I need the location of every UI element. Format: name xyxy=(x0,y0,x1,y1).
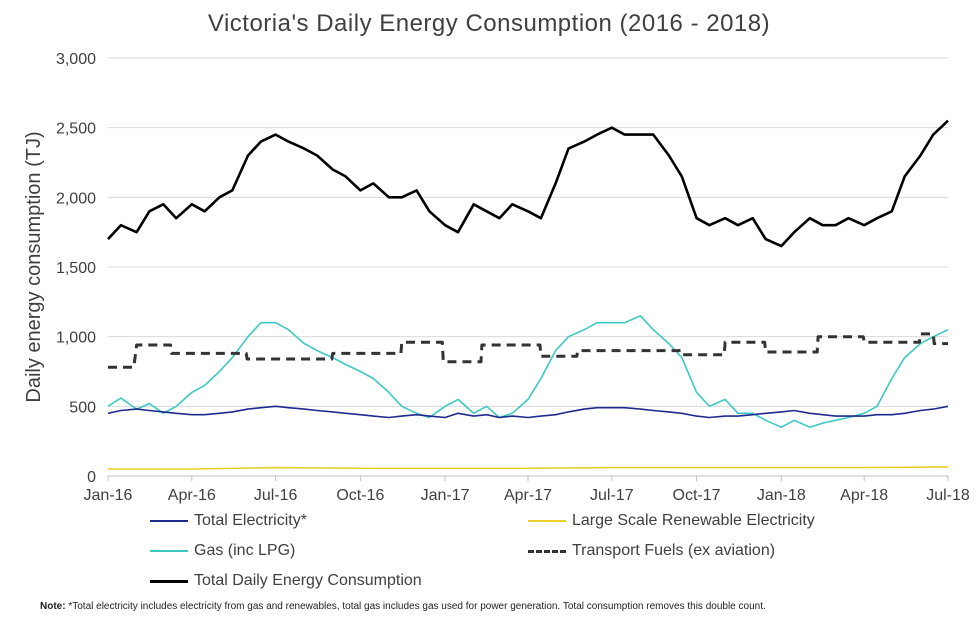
footnote: Note: *Total electricity includes electr… xyxy=(40,601,766,612)
x-tick-label: Apr-17 xyxy=(504,487,552,504)
legend-label: Total Electricity* xyxy=(194,512,307,529)
series-line-total-daily-energy-consumption xyxy=(107,119,949,248)
legend-label: Large Scale Renewable Electricity xyxy=(572,512,815,529)
legend-label: Total Daily Energy Consumption xyxy=(194,572,422,589)
chart-title: Victoria's Daily Energy Consumption (201… xyxy=(207,10,771,37)
series-line-gas-inc-lpg xyxy=(107,314,949,429)
series-lines xyxy=(107,119,949,470)
legend-item-renewable-electricity: Large Scale Renewable Electricity xyxy=(528,512,815,530)
x-tick-label: Jul-16 xyxy=(254,487,298,504)
legend-swatch-total-consumption xyxy=(150,579,188,583)
series-line-transport-fuels-ex-aviation xyxy=(108,332,948,369)
line-chart: 0 500 1,000 1,500 2,000 2,500 3,000 Jan-16 Apr-1… xyxy=(23,51,970,504)
x-tick-label: Oct-17 xyxy=(673,487,721,504)
y-tick-label: 2,500 xyxy=(56,121,96,138)
x-tick-label: Oct-16 xyxy=(336,487,384,504)
legend-swatch-transport-fuels xyxy=(528,549,566,553)
x-tick-label: Apr-16 xyxy=(168,487,216,504)
series-line-large-scale-renewable-electricity xyxy=(108,466,949,470)
legend-item-total-consumption: Total Daily Energy Consumption xyxy=(150,572,422,590)
legend-item-gas: Gas (inc LPG) xyxy=(150,542,295,560)
y-tick-label: 500 xyxy=(69,399,96,416)
legend-swatch-total-electricity xyxy=(150,520,188,522)
legend-label: Transport Fuels (ex aviation) xyxy=(572,542,776,559)
y-tick-label: 2,000 xyxy=(56,190,96,207)
y-tick-label: 1,000 xyxy=(56,330,96,347)
legend-item-total-electricity: Total Electricity* xyxy=(150,512,307,530)
legend-swatch-gas xyxy=(150,550,188,552)
legend-item-transport-fuels: Transport Fuels (ex aviation) xyxy=(528,542,775,560)
x-tick-label: Jan-18 xyxy=(757,487,806,504)
x-tick-label: Jan-16 xyxy=(84,487,133,504)
axes: 0 500 1,000 1,500 2,000 2,500 3,000 Jan-16 Apr-1… xyxy=(56,51,970,504)
x-tick-label: Jul-17 xyxy=(590,487,634,504)
x-tick-label: Jan-17 xyxy=(421,487,470,504)
footnote-label: Note: xyxy=(40,601,66,612)
footnote-text: *Total electricity includes electricity … xyxy=(65,601,766,612)
y-axis-label: Daily energy consumption (TJ) xyxy=(23,131,45,402)
legend-label: Gas (inc LPG) xyxy=(194,542,296,559)
series-line-total-electricity xyxy=(107,405,949,419)
y-tick-label: 3,000 xyxy=(56,51,96,68)
y-tick-label: 1,500 xyxy=(56,260,96,277)
y-tick-label: 0 xyxy=(87,469,96,486)
legend-swatch-renewable-electricity xyxy=(528,520,566,522)
x-tick-label: Jul-18 xyxy=(926,487,970,504)
x-tick-label: Apr-18 xyxy=(840,487,888,504)
